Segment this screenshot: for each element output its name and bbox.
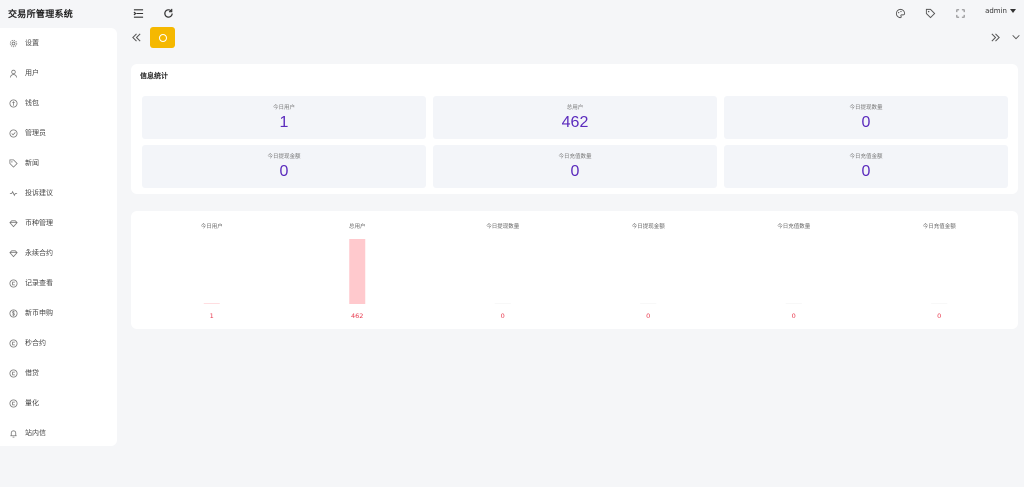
tag-icon[interactable] [923,6,937,20]
bar-value-label: 0 [501,312,505,320]
tabs-dropdown-icon[interactable] [1009,30,1023,44]
sidebar-item-new-coin[interactable]: 新币申购 [0,298,117,328]
stats-bar-chart: 今日用户 1 总用户 462 今日提现数量 0 今日提现金额 0 今日充值数量 0 今日充值金额 0 [201,222,957,320]
sidebar-item-news[interactable]: 新闻 [0,148,117,178]
sidebar-item-users[interactable]: 用户 [0,58,117,88]
sidebar-item-label: 新闻 [25,159,39,167]
category-label: 今日提现金额 [632,222,666,230]
sidebar-item-admin[interactable]: 管理员 [0,118,117,148]
user-icon [9,69,18,78]
username: admin [985,7,1007,15]
tab-home[interactable] [150,27,175,48]
clock-icon [9,398,18,408]
sidebar-item-label: 站内信 [25,429,46,437]
palette-icon[interactable] [893,6,907,20]
category-label: 总用户 [349,222,366,230]
clock-icon [9,338,18,348]
record-icon [9,278,18,288]
stat-value: 0 [570,163,580,180]
sidebar-item-label: 管理员 [25,129,46,137]
stat-value: 0 [861,114,871,131]
clock-icon [9,368,18,378]
complaint-icon [9,189,18,198]
stat-value: 0 [861,163,871,180]
stats-panel: 信息统计 今日用户 1 总用户 462 今日提现数量 0 今日提现金额 0 今日… [131,64,1018,194]
wallet-icon [9,98,18,108]
sidebar-item-label: 设置 [25,39,39,47]
tabs-scroll-left-icon[interactable] [128,29,144,45]
sidebar-item-currency[interactable]: 币种管理 [0,208,117,238]
caret-down-icon [1010,9,1016,13]
sidebar-item-label: 币种管理 [25,219,53,227]
stat-value: 462 [561,114,589,131]
category-label: 今日用户 [201,222,223,230]
sidebar: 设置 用户 钱包 管理员 新闻 投诉建议 币种管理 永续合约 记录查看 新币申购… [0,28,117,446]
fullscreen-icon[interactable] [953,6,967,20]
stat-label: 总用户 [566,105,584,111]
sidebar-item-label: 秒合约 [25,339,46,347]
sidebar-item-label: 钱包 [25,99,39,107]
category-label: 今日提现数量 [486,222,520,230]
sidebar-item-label: 投诉建议 [25,189,53,197]
stat-label: 今日充值数量 [558,154,592,160]
sidebar-item-label: 借贷 [25,369,39,377]
chart-bar [203,303,220,304]
bar-value-label: 462 [351,312,363,320]
sidebar-item-label: 永续合约 [25,249,53,257]
bar-value-label: 1 [210,312,214,320]
sidebar-item-label: 用户 [25,69,39,77]
stat-label: 今日提现金额 [267,154,301,160]
sidebar-item-lending[interactable]: 借贷 [0,358,117,388]
tabs-scroll-right-icon[interactable] [988,30,1002,44]
user-menu[interactable]: admin [985,7,1016,15]
chart-bar [931,303,948,304]
bar-value-label: 0 [792,312,796,320]
stat-label: 今日提现数量 [849,105,883,111]
bar-value-label: 0 [937,312,941,320]
home-tab-icon [158,33,167,42]
stat-card-today-deposit-amount: 今日充值金额 0 [724,145,1008,188]
coin-icon [9,308,18,318]
stat-label: 今日用户 [272,105,295,111]
panel-title: 信息统计 [140,72,168,80]
sidebar-item-label: 记录查看 [25,279,53,287]
stat-value: 1 [279,114,289,131]
chart-bar [349,239,366,304]
chart-bar [640,303,657,304]
category-label: 今日充值数量 [777,222,811,230]
stat-card-total-users: 总用户 462 [433,96,717,139]
sidebar-item-quant[interactable]: 量化 [0,388,117,418]
app-title: 交易所管理系统 [8,9,74,20]
gear-icon [9,39,18,48]
stat-value: 0 [279,163,289,180]
sidebar-item-wallet[interactable]: 钱包 [0,88,117,118]
menu-fold-icon[interactable] [131,6,145,20]
chart-bar [494,303,511,304]
stat-card-today-withdraw-amount: 今日提现金额 0 [142,145,426,188]
refresh-icon[interactable] [161,6,175,20]
sidebar-item-label: 新币申购 [25,309,53,317]
stat-card-today-users: 今日用户 1 [142,96,426,139]
sidebar-item-messages[interactable]: 站内信 [0,418,117,448]
diamond-icon [9,219,18,228]
bar-value-label: 0 [646,312,650,320]
sidebar-item-label: 量化 [25,399,39,407]
stats-chart-panel: 今日用户 1 总用户 462 今日提现数量 0 今日提现金额 0 今日充值数量 0 今日充值金额 0 [131,211,1018,329]
sidebar-item-second-contract[interactable]: 秒合约 [0,328,117,358]
category-label: 今日充值金额 [923,222,957,230]
chart-bar [785,303,802,304]
diamond-icon [9,249,18,258]
admin-icon [9,128,18,138]
stat-card-today-deposit-count: 今日充值数量 0 [433,145,717,188]
stat-card-today-withdraw-count: 今日提现数量 0 [724,96,1008,139]
sidebar-item-settings[interactable]: 设置 [0,28,117,58]
tag-icon [9,158,18,168]
sidebar-item-records[interactable]: 记录查看 [0,268,117,298]
stat-label: 今日充值金额 [849,154,883,160]
sidebar-item-perpetual[interactable]: 永续合约 [0,238,117,268]
sidebar-item-complaints[interactable]: 投诉建议 [0,178,117,208]
bell-icon [9,429,18,438]
